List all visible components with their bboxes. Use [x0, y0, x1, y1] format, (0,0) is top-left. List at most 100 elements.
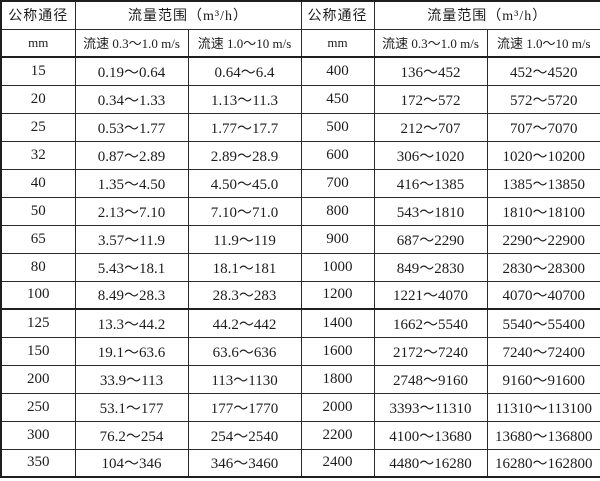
cell-diameter-left: 65: [0, 224, 76, 254]
table-row: 250 53.1～177 177～1770 2000 3393～11310 11310～1…: [0, 392, 600, 422]
cell-diameter-left: 100: [0, 280, 76, 310]
table-row: 150 19.1～63.6 63.6～636 1600 2172～7240 7240～72…: [0, 336, 600, 366]
header-flow-range-right: 流量范围（m³/h）: [373, 0, 600, 30]
cell-diameter-right: 700: [300, 168, 375, 198]
cell-diameter-left: 20: [0, 84, 76, 114]
cell-flow-high-right: 7240～72400: [486, 336, 600, 366]
cell-flow-low-right: 1221～4070: [373, 280, 488, 310]
table-row: 200 33.9～113 113～1130 1800 2748～9160 9160～916…: [0, 364, 600, 394]
cell-flow-high-right: 5540～55400: [486, 308, 600, 338]
header-unit-right: mm: [300, 28, 375, 58]
cell-flow-low-right: 212～707: [373, 112, 488, 142]
table-row: 100 8.49～28.3 28.3～283 1200 1221～4070 4070～40…: [0, 280, 600, 310]
cell-flow-high-left: 63.6～636: [187, 336, 302, 366]
header-flow-range-left: 流量范围（m³/h）: [74, 0, 302, 30]
cell-flow-high-left: 2.89～28.9: [187, 140, 302, 170]
cell-flow-low-left: 76.2～254: [74, 420, 189, 450]
cell-flow-low-left: 0.19～0.64: [74, 56, 189, 86]
cell-flow-low-right: 3393～11310: [373, 392, 488, 422]
table-row: 300 76.2～254 254～2540 2200 4100～13680 13680～1…: [0, 420, 600, 450]
table-body: 15 0.19～0.64 0.64～6.4 400 136～452 452～4520 20 0…: [0, 56, 600, 478]
cell-diameter-left: 200: [0, 364, 76, 394]
cell-flow-high-right: 16280～162800: [486, 448, 600, 478]
cell-diameter-left: 300: [0, 420, 76, 450]
cell-flow-high-right: 572～5720: [486, 84, 600, 114]
cell-diameter-left: 80: [0, 252, 76, 282]
cell-flow-high-right: 1385～13850: [486, 168, 600, 198]
cell-diameter-left: 350: [0, 448, 76, 478]
cell-flow-high-left: 44.2～442: [187, 308, 302, 338]
cell-diameter-right: 2000: [300, 392, 375, 422]
cell-flow-high-right: 13680～136800: [486, 420, 600, 450]
cell-diameter-right: 1200: [300, 280, 375, 310]
cell-diameter-right: 1800: [300, 364, 375, 394]
cell-flow-low-right: 416～1385: [373, 168, 488, 198]
cell-flow-low-left: 5.43～18.1: [74, 252, 189, 282]
cell-diameter-left: 40: [0, 168, 76, 198]
table-row: 15 0.19～0.64 0.64～6.4 400 136～452 452～4520: [0, 56, 600, 86]
cell-flow-high-left: 11.9～119: [187, 224, 302, 254]
cell-flow-high-left: 346～3460: [187, 448, 302, 478]
table-row: 50 2.13～7.10 7.10～71.0 800 543～1810 1810～1810…: [0, 196, 600, 226]
cell-flow-low-left: 8.49～28.3: [74, 280, 189, 310]
cell-diameter-left: 150: [0, 336, 76, 366]
cell-flow-high-left: 18.1～181: [187, 252, 302, 282]
cell-flow-high-right: 1020～10200: [486, 140, 600, 170]
cell-flow-high-left: 177～1770: [187, 392, 302, 422]
table-row: 20 0.34～1.33 1.13～11.3 450 172～572 572～5720: [0, 84, 600, 114]
cell-flow-low-left: 0.87～2.89: [74, 140, 189, 170]
cell-flow-low-right: 4480～16280: [373, 448, 488, 478]
cell-diameter-left: 250: [0, 392, 76, 422]
cell-flow-low-right: 4100～13680: [373, 420, 488, 450]
cell-flow-high-left: 4.50～45.0: [187, 168, 302, 198]
header-row-2: mm 流速 0.3～1.0 m/s 流速 1.0～10 m/s mm 流速 0.…: [0, 28, 600, 58]
header-diameter-left: 公称通径: [0, 0, 76, 30]
cell-diameter-right: 500: [300, 112, 375, 142]
cell-flow-high-right: 11310～113100: [486, 392, 600, 422]
header-diameter-right: 公称通径: [300, 0, 375, 30]
header-vhigh-right: 流速 1.0～10 m/s: [486, 28, 600, 58]
table-row: 80 5.43～18.1 18.1～181 1000 849～2830 2830～2830…: [0, 252, 600, 282]
cell-flow-high-left: 0.64～6.4: [187, 56, 302, 86]
cell-flow-high-right: 2830～28300: [486, 252, 600, 282]
cell-diameter-right: 1000: [300, 252, 375, 282]
cell-flow-low-left: 104～346: [74, 448, 189, 478]
cell-flow-low-left: 0.53～1.77: [74, 112, 189, 142]
cell-flow-high-left: 7.10～71.0: [187, 196, 302, 226]
cell-diameter-left: 125: [0, 308, 76, 338]
table-row: 40 1.35～4.50 4.50～45.0 700 416～1385 1385～1385…: [0, 168, 600, 198]
cell-flow-high-left: 113～1130: [187, 364, 302, 394]
cell-flow-low-left: 2.13～7.10: [74, 196, 189, 226]
cell-flow-low-left: 0.34～1.33: [74, 84, 189, 114]
table-row: 350 104～346 346～3460 2400 4480～16280 16280～16…: [0, 448, 600, 478]
table-header: 公称通径 流量范围（m³/h） 公称通径 流量范围（m³/h） mm 流速 0.…: [0, 0, 600, 58]
cell-flow-low-left: 19.1～63.6: [74, 336, 189, 366]
cell-flow-low-left: 13.3～44.2: [74, 308, 189, 338]
table-row: 25 0.53～1.77 1.77～17.7 500 212～707 707～7070: [0, 112, 600, 142]
cell-flow-high-right: 452～4520: [486, 56, 600, 86]
header-row-1: 公称通径 流量范围（m³/h） 公称通径 流量范围（m³/h）: [0, 0, 600, 30]
cell-flow-high-right: 1810～18100: [486, 196, 600, 226]
cell-flow-low-right: 306～1020: [373, 140, 488, 170]
cell-diameter-left: 32: [0, 140, 76, 170]
cell-diameter-right: 2400: [300, 448, 375, 478]
cell-flow-low-right: 543～1810: [373, 196, 488, 226]
cell-flow-low-right: 2172～7240: [373, 336, 488, 366]
cell-flow-low-left: 1.35～4.50: [74, 168, 189, 198]
cell-flow-low-left: 53.1～177: [74, 392, 189, 422]
cell-diameter-right: 450: [300, 84, 375, 114]
cell-flow-low-right: 1662～5540: [373, 308, 488, 338]
cell-diameter-right: 600: [300, 140, 375, 170]
cell-flow-high-left: 1.77～17.7: [187, 112, 302, 142]
cell-diameter-right: 1400: [300, 308, 375, 338]
cell-diameter-right: 2200: [300, 420, 375, 450]
cell-diameter-left: 50: [0, 196, 76, 226]
cell-flow-high-right: 2290～22900: [486, 224, 600, 254]
cell-flow-low-right: 687～2290: [373, 224, 488, 254]
cell-flow-low-left: 33.9～113: [74, 364, 189, 394]
cell-flow-high-right: 4070～40700: [486, 280, 600, 310]
cell-diameter-right: 900: [300, 224, 375, 254]
cell-flow-low-right: 849～2830: [373, 252, 488, 282]
cell-flow-high-left: 254～2540: [187, 420, 302, 450]
